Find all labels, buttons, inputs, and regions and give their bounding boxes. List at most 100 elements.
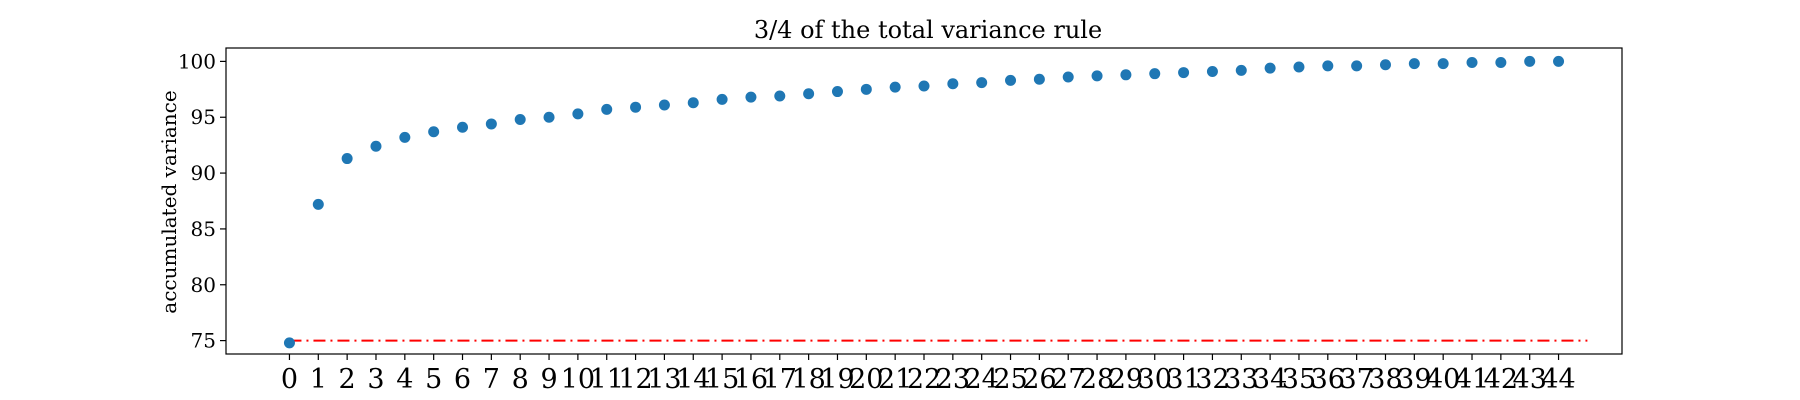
x-tick-label: 22 (907, 364, 941, 395)
x-tick-label: 16 (734, 364, 768, 395)
data-point (1379, 59, 1391, 71)
data-point (658, 99, 670, 111)
chart-title: 3/4 of the total variance rule (754, 16, 1102, 44)
x-tick-label: 37 (1339, 364, 1373, 395)
data-point (283, 337, 295, 349)
x-tick-label: 27 (1051, 364, 1085, 395)
data-point (457, 121, 469, 133)
x-tick-label: 23 (936, 364, 970, 395)
data-point (428, 126, 440, 138)
x-tick-label: 38 (1368, 364, 1402, 395)
data-point (860, 83, 872, 95)
data-point (341, 153, 353, 165)
x-tick-label: 4 (396, 364, 413, 395)
x-tick-label: 13 (647, 364, 681, 395)
data-point (630, 101, 642, 113)
data-point (370, 140, 382, 152)
data-point (947, 78, 959, 90)
y-tick-label: 90 (191, 161, 216, 185)
x-tick-label: 0 (281, 364, 298, 395)
y-tick-label: 95 (191, 105, 216, 129)
x-tick-label: 40 (1426, 364, 1460, 395)
data-point (716, 93, 728, 105)
data-point (1033, 73, 1045, 85)
x-axis-ticks: 0 1 2 3 4 5 6 7 8 9 101112131415161718192021222324… (281, 354, 1576, 395)
data-point (1495, 57, 1507, 69)
x-tick-label: 39 (1397, 364, 1431, 395)
data-point (889, 81, 901, 93)
x-tick-label: 21 (878, 364, 912, 395)
data-point (572, 108, 584, 120)
y-tick-label: 85 (191, 217, 216, 241)
y-axis-ticks: 75 80 85 90 95 100 (178, 49, 226, 353)
x-tick-label: 1 (310, 364, 327, 395)
data-point (1206, 65, 1218, 77)
x-tick-label: 25 (993, 364, 1027, 395)
data-point (1322, 60, 1334, 72)
x-tick-label: 5 (425, 364, 442, 395)
x-tick-label: 35 (1282, 364, 1316, 395)
x-tick-label: 19 (820, 364, 854, 395)
data-point (1178, 67, 1190, 79)
data-point (312, 198, 324, 210)
x-tick-label: 41 (1455, 364, 1489, 395)
data-point (745, 91, 757, 103)
data-point (1351, 60, 1363, 72)
x-tick-label: 7 (483, 364, 500, 395)
x-tick-label: 11 (590, 364, 624, 395)
data-point (1120, 69, 1132, 81)
x-tick-label: 29 (1109, 364, 1143, 395)
x-tick-label: 6 (454, 364, 471, 395)
data-point (1235, 64, 1247, 76)
data-point (1091, 70, 1103, 82)
data-point (774, 90, 786, 102)
data-point (485, 118, 497, 130)
data-point (1466, 57, 1478, 69)
data-point (1005, 74, 1017, 86)
x-tick-label: 36 (1311, 364, 1345, 395)
x-tick-label: 32 (1195, 364, 1229, 395)
x-tick-label: 9 (540, 364, 557, 395)
x-tick-label: 10 (561, 364, 595, 395)
x-tick-label: 14 (676, 364, 710, 395)
x-tick-label: 30 (1138, 364, 1172, 395)
data-point (1062, 71, 1074, 83)
data-point (543, 111, 555, 123)
x-tick-label: 24 (965, 364, 999, 395)
data-point (601, 103, 613, 115)
data-point (687, 97, 699, 109)
x-tick-label: 42 (1484, 364, 1518, 395)
x-tick-label: 31 (1166, 364, 1200, 395)
x-tick-label: 12 (618, 364, 652, 395)
y-tick-label: 75 (191, 329, 216, 353)
x-tick-label: 26 (1022, 364, 1056, 395)
x-tick-label: 43 (1513, 364, 1547, 395)
data-point (1553, 55, 1565, 67)
data-point (1149, 68, 1161, 80)
data-point (1408, 58, 1420, 70)
data-point (803, 88, 815, 100)
data-point (514, 113, 526, 125)
y-tick-label: 80 (191, 273, 216, 297)
data-point (1293, 61, 1305, 73)
x-tick-label: 28 (1080, 364, 1114, 395)
data-point (399, 131, 411, 143)
x-tick-label: 18 (791, 364, 825, 395)
x-tick-label: 34 (1253, 364, 1287, 395)
data-point (976, 77, 988, 89)
x-tick-label: 8 (512, 364, 529, 395)
x-tick-label: 2 (339, 364, 356, 395)
data-point (1524, 55, 1536, 67)
data-point (1437, 58, 1449, 70)
x-tick-label: 44 (1541, 364, 1575, 395)
x-tick-label: 3 (367, 364, 384, 395)
x-tick-label: 33 (1224, 364, 1258, 395)
x-tick-label: 17 (763, 364, 797, 395)
axes-frame (225, 47, 1623, 355)
data-point (831, 86, 843, 98)
x-tick-label: 15 (705, 364, 739, 395)
y-axis-label: accumulated variance (157, 90, 181, 313)
data-point (918, 80, 930, 92)
y-tick-label: 100 (178, 49, 216, 73)
